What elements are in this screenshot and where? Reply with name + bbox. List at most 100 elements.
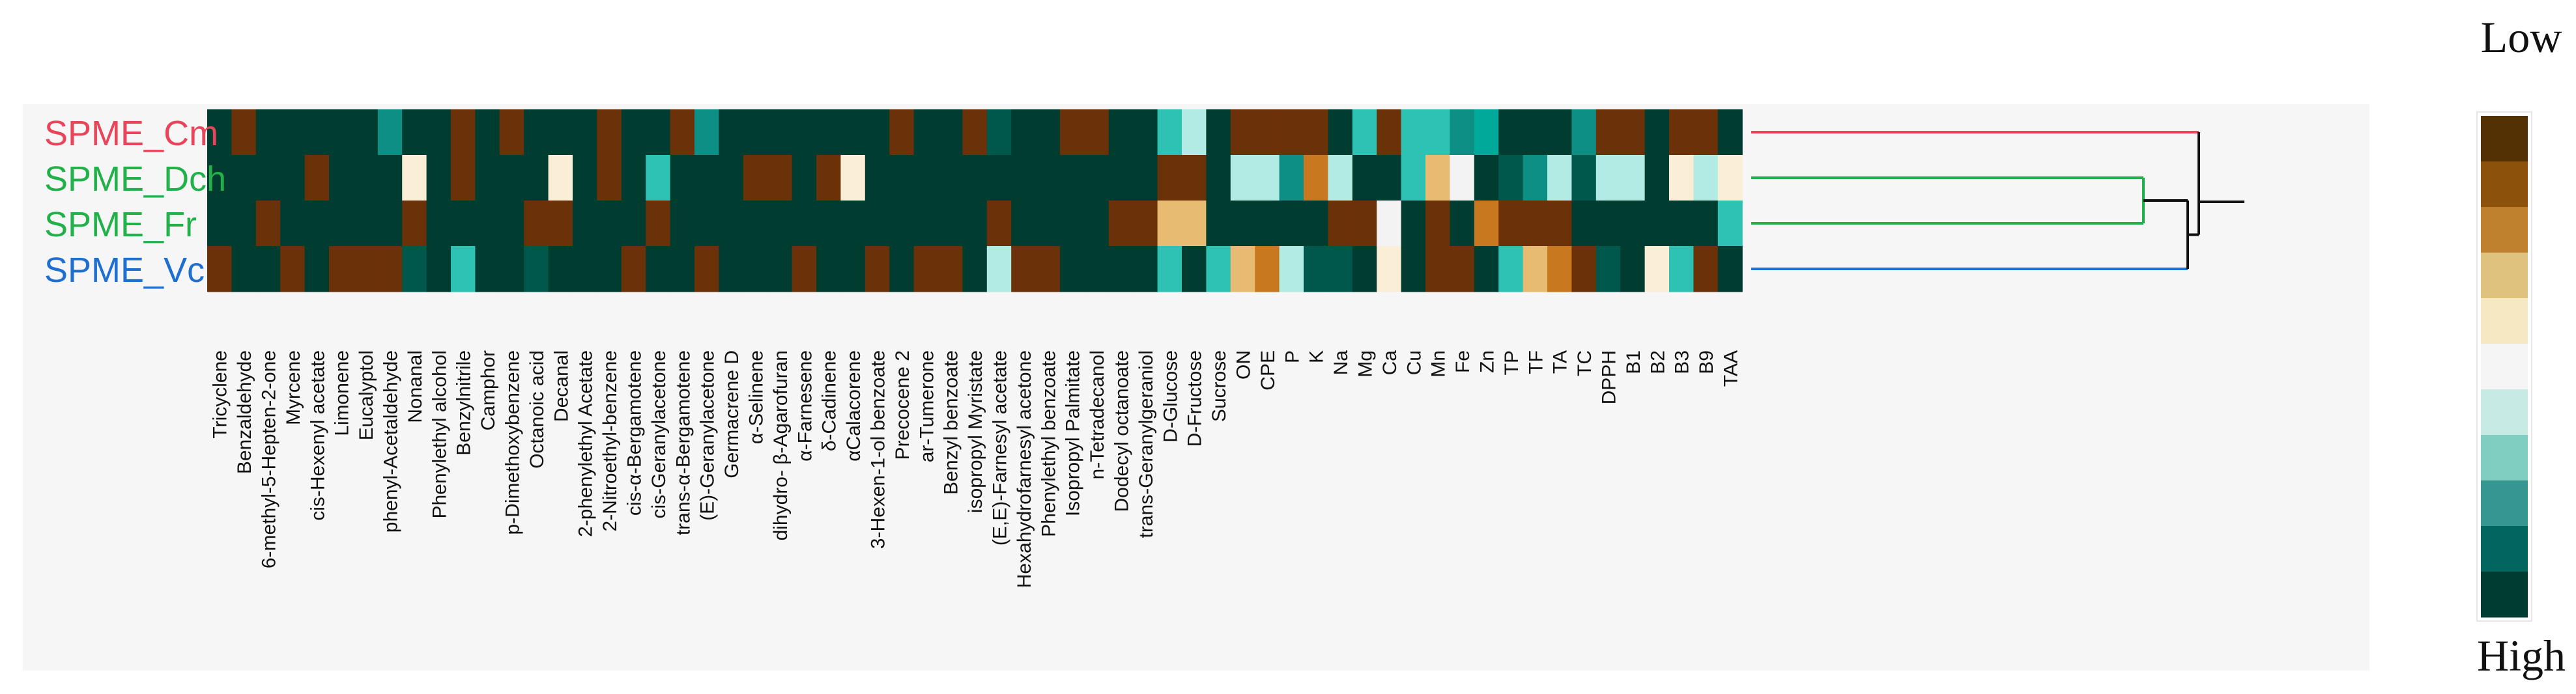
heatmap-cell xyxy=(1206,201,1231,247)
heatmap-cell xyxy=(962,155,988,201)
heatmap-cell xyxy=(1157,201,1182,247)
heatmap-cell xyxy=(1133,246,1158,292)
heatmap-cell xyxy=(986,201,1012,247)
legend-swatches xyxy=(2476,111,2532,622)
heatmap-cell xyxy=(938,201,963,247)
column-label: trans-Geranylgeraniol xyxy=(1136,350,1157,538)
column-label: Na xyxy=(1330,350,1352,376)
heatmap-cell xyxy=(1206,109,1231,156)
heatmap-cell xyxy=(231,201,257,247)
legend-high-label: High xyxy=(2477,631,2566,680)
column-label: isopropyl Myristate xyxy=(965,350,986,513)
heatmap-cell xyxy=(402,201,427,247)
row-label: SPME_Vc xyxy=(44,251,205,290)
column-label: Eucalyptol xyxy=(356,350,377,440)
heatmap-cell xyxy=(1084,201,1109,247)
column-label: Tricyclene xyxy=(210,350,231,439)
column-label: Mn xyxy=(1428,350,1450,378)
heatmap-cell xyxy=(1450,201,1475,247)
heatmap-cell xyxy=(377,155,403,201)
heatmap-cell xyxy=(1182,201,1207,247)
heatmap-cell xyxy=(1474,201,1499,247)
heatmap-cell xyxy=(402,109,427,156)
heatmap-cell xyxy=(621,155,646,201)
heatmap-cell xyxy=(1571,155,1597,201)
heatmap-cell xyxy=(353,201,379,247)
heatmap-cell xyxy=(1693,201,1719,247)
heatmap-cell xyxy=(304,201,330,247)
heatmap-cell xyxy=(1644,246,1670,292)
column-label: Mg xyxy=(1355,350,1377,378)
heatmap-cell xyxy=(548,246,573,292)
heatmap-cell xyxy=(1377,109,1402,156)
heatmap-cell xyxy=(1498,155,1524,201)
heatmap-cell xyxy=(694,201,719,247)
heatmap-cell xyxy=(889,155,915,201)
heatmap-cell xyxy=(792,109,817,156)
heatmap-cell xyxy=(1596,201,1621,247)
heatmap-cell xyxy=(1669,201,1694,247)
column-label: Camphor xyxy=(478,350,499,430)
heatmap-cell xyxy=(1304,155,1328,201)
column-label: Benzyl benzoate xyxy=(941,350,962,495)
heatmap-cell xyxy=(207,109,232,156)
heatmap-cell xyxy=(499,155,524,201)
heatmap-cell xyxy=(1084,155,1109,201)
heatmap-cell xyxy=(304,109,330,156)
row-label: SPME_Dch xyxy=(44,160,226,199)
column-label: n-Tetradecanol xyxy=(1087,350,1108,479)
heatmap-cell xyxy=(1425,109,1450,156)
row-label: SPME_Cm xyxy=(44,114,218,153)
heatmap-cell xyxy=(1596,246,1621,292)
heatmap-cell xyxy=(329,109,354,156)
column-label: Fe xyxy=(1452,350,1474,373)
heatmap-cell xyxy=(255,109,281,156)
heatmap-cell xyxy=(1352,201,1377,247)
heatmap-cell xyxy=(1401,201,1426,247)
heatmap-cell xyxy=(597,201,622,247)
heatmap-cell xyxy=(743,246,768,292)
heatmap-cell xyxy=(499,109,524,156)
heatmap-cell xyxy=(1571,109,1597,156)
column-label: (E)-Geranylacetone xyxy=(697,350,719,521)
heatmap-cell xyxy=(280,201,306,247)
heatmap-cell xyxy=(1279,155,1304,201)
heatmap-cell xyxy=(1328,201,1353,247)
heatmap-cell xyxy=(475,109,500,156)
legend-swatch xyxy=(2481,389,2528,436)
heatmap-cell xyxy=(597,109,622,156)
heatmap-cell xyxy=(255,201,281,247)
heatmap-cell xyxy=(499,246,524,292)
column-label: α-Selinene xyxy=(746,350,767,444)
heatmap-cell xyxy=(743,155,768,201)
heatmap-cell xyxy=(1644,155,1670,201)
heatmap-cell xyxy=(426,246,451,292)
heatmap-cell xyxy=(767,201,793,247)
heatmap-cell xyxy=(329,201,354,247)
column-label: TP xyxy=(1501,350,1523,375)
column-label: Decanal xyxy=(551,350,572,422)
column-label: 3-Hexen-1-ol benzoate xyxy=(868,350,889,549)
heatmap-cell xyxy=(1547,246,1572,292)
column-label: D-Glucose xyxy=(1160,350,1181,443)
heatmap-cell xyxy=(1352,109,1377,156)
heatmap-cell xyxy=(1474,155,1499,201)
heatmap-cell xyxy=(1717,155,1743,201)
heatmap-cell xyxy=(1474,246,1499,292)
heatmap-cell xyxy=(1108,155,1134,201)
heatmap-cell xyxy=(426,201,451,247)
heatmap-cell xyxy=(767,109,793,156)
heatmap-cell xyxy=(646,201,671,247)
heatmap-cell xyxy=(1206,155,1231,201)
column-label: Dodecyl octanoate xyxy=(1111,350,1133,512)
heatmap-cell xyxy=(938,109,963,156)
heatmap-cell xyxy=(1693,155,1719,201)
heatmap-cell xyxy=(840,201,866,247)
heatmap-cell xyxy=(646,109,671,156)
heatmap-cell xyxy=(1279,109,1304,156)
heatmap-cell xyxy=(1377,246,1402,292)
heatmap-cell xyxy=(524,155,549,201)
heatmap-cell xyxy=(1352,155,1377,201)
heatmap-cell xyxy=(451,246,476,292)
heatmap-cell xyxy=(670,246,695,292)
